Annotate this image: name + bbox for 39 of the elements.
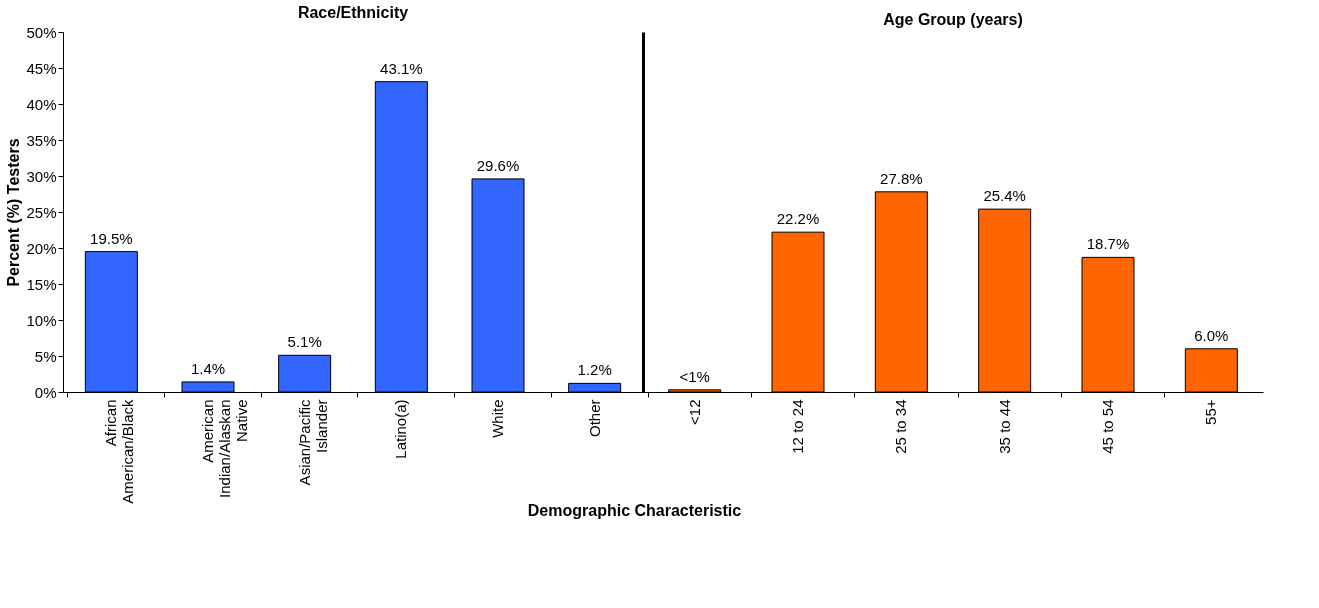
x-axis-title: Demographic Characteristic bbox=[527, 502, 742, 520]
y-tick-label: 5% bbox=[34, 347, 57, 365]
x-tick-label: 35 to 44 bbox=[995, 399, 1013, 454]
x-tick-label: 12 to 24 bbox=[789, 399, 806, 454]
y-axis-title: Percent (%) Testers bbox=[5, 138, 23, 287]
x-tick-label: Asian/Pacific Islander bbox=[295, 399, 330, 486]
y-tick-label: 50% bbox=[26, 23, 57, 41]
chart-title: Age Group (years) bbox=[883, 11, 1023, 28]
data-label: 19.5% bbox=[90, 229, 133, 247]
x-tick-label: Other bbox=[585, 399, 603, 438]
y-tick-label: 10% bbox=[26, 311, 57, 329]
x-tick-label: <12 bbox=[685, 399, 703, 425]
data-label: 43.1% bbox=[380, 59, 423, 77]
y-tick-label: 35% bbox=[26, 131, 57, 149]
y-tick-label: 30% bbox=[26, 167, 57, 185]
x-tick-label: 55+ bbox=[1202, 399, 1220, 425]
y-tick-label: 20% bbox=[26, 239, 57, 257]
y-tick-label: 25% bbox=[26, 203, 57, 221]
x-tick-label: White bbox=[489, 399, 506, 438]
y-tick-label: 0% bbox=[34, 383, 57, 401]
x-tick-label: African American/Black bbox=[102, 399, 137, 504]
data-label: 5.1% bbox=[287, 333, 322, 351]
x-tick-label: 25 to 34 bbox=[892, 399, 910, 454]
data-label: 25.4% bbox=[983, 187, 1026, 205]
data-label: 1.4% bbox=[190, 359, 226, 377]
x-tick-label: Latino(a) bbox=[392, 399, 410, 459]
data-label: 27.8% bbox=[880, 169, 923, 187]
x-tick-label: 45 to 54 bbox=[1099, 399, 1116, 454]
y-tick-label: 45% bbox=[26, 59, 57, 77]
data-label: 22.2% bbox=[776, 210, 820, 228]
data-label: 18.7% bbox=[1086, 235, 1130, 253]
y-tick-label: 15% bbox=[26, 275, 57, 293]
data-label: 6.0% bbox=[1194, 326, 1229, 344]
y-tick-label: 40% bbox=[26, 95, 57, 113]
data-label: <1% bbox=[679, 367, 710, 385]
chart-title: Race/Ethnicity bbox=[297, 4, 409, 21]
x-tick-label: American Indian/Alaskan Native bbox=[199, 399, 250, 498]
data-label: 1.2% bbox=[577, 361, 612, 379]
data-label: 29.6% bbox=[476, 156, 520, 174]
